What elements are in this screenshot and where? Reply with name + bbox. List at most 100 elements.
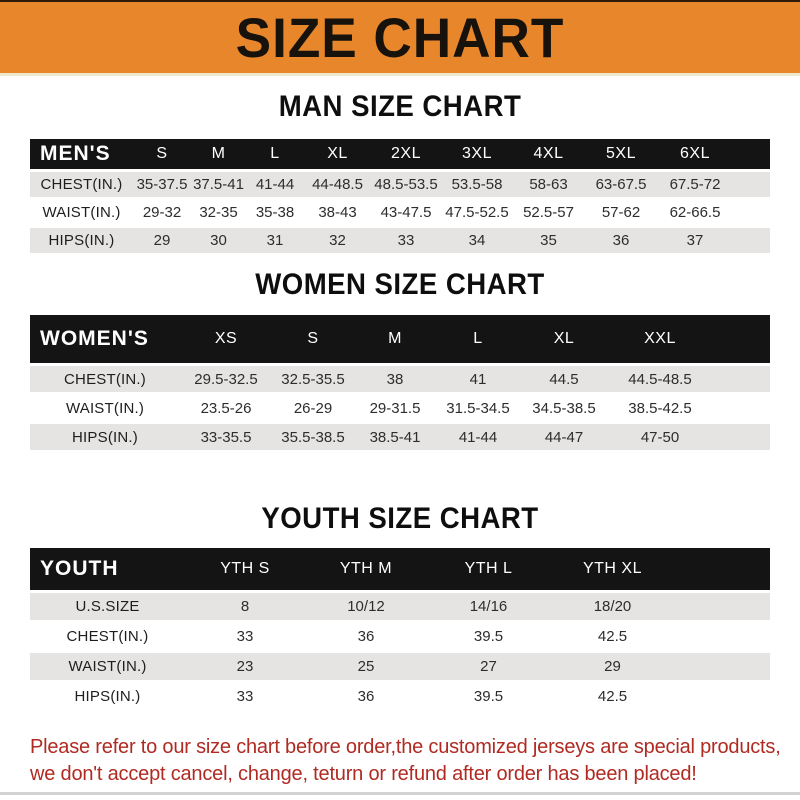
size-value-cell: 32-35 — [199, 204, 238, 221]
footer-note: Please refer to our size chart before or… — [0, 734, 800, 788]
size-value-cell: 34.5-38.5 — [532, 399, 596, 417]
section-title: WOMEN SIZE CHART — [255, 268, 545, 301]
column-header: YTH L — [464, 560, 513, 577]
size-table: WOMEN'S XS S M L XL XXL CHEST(IN.) 29.5-32.5 32.5… — [30, 315, 770, 450]
size-value-cell: 31 — [266, 232, 284, 249]
size-table: MEN'S S M L XL 2XL 3XL 4XL 5XL 6XL CHEST(IN.) 35-37… — [30, 139, 770, 253]
table-row: WAIST(IN.) 23 25 27 29 — [30, 653, 770, 680]
size-value-cell: 33 — [236, 628, 254, 645]
size-value-cell: 39.5 — [473, 628, 504, 645]
column-header: 4XL — [533, 145, 564, 162]
size-value-cell: 34 — [468, 232, 486, 249]
column-header: YTH S — [220, 560, 270, 577]
size-value-cell: 39.5 — [473, 688, 504, 705]
size-value-cell: 42.5 — [597, 628, 628, 645]
section-title: MAN SIZE CHART — [278, 90, 522, 123]
size-value-cell: 44-47 — [544, 428, 584, 446]
size-value-cell: 29-31.5 — [369, 399, 421, 417]
column-header: XXL — [644, 330, 676, 347]
row-label: WAIST(IN.) — [42, 204, 121, 221]
size-value-cell: 38-43 — [318, 204, 357, 221]
column-header: S — [307, 330, 319, 347]
size-value-cell: 43-47.5 — [380, 204, 432, 221]
column-header: S — [156, 145, 168, 162]
size-value-cell: 14/16 — [469, 598, 508, 615]
size-value-cell: 31.5-34.5 — [446, 399, 510, 417]
size-value-cell: 23.5-26 — [200, 399, 252, 417]
size-value-cell: 36 — [357, 628, 375, 645]
size-table: YOUTH YTH S YTH M YTH L YTH XL U.S.SIZE 8 10/12… — [30, 548, 770, 710]
size-value-cell: 33 — [236, 688, 254, 705]
size-value-cell: 36 — [612, 232, 630, 249]
size-value-cell: 47.5-52.5 — [445, 204, 509, 221]
column-header: YTH XL — [582, 560, 642, 577]
size-value-cell: 8 — [240, 598, 250, 615]
table-row: HIPS(IN.) 29 30 31 32 33 34 35 36 37 — [30, 228, 770, 253]
column-header: 3XL — [462, 145, 492, 162]
column-header: XL — [327, 145, 348, 162]
table-row: CHEST(IN.) 29.5-32.5 32.5-35.5 38 41 44.5 44.5… — [30, 366, 770, 392]
section-title: YOUTH SIZE CHART — [261, 502, 539, 535]
size-value-cell: 10/12 — [347, 598, 385, 615]
row-label: HIPS(IN.) — [74, 688, 141, 705]
size-value-cell: 63-67.5 — [595, 176, 647, 193]
size-value-cell: 38.5-41 — [369, 428, 421, 446]
size-value-cell: 29-32 — [142, 204, 182, 221]
footer-line-2: we don't accept cancel, change, teturn o… — [30, 763, 697, 785]
size-value-cell: 57-62 — [601, 204, 641, 221]
size-value-cell: 26-29 — [293, 399, 333, 417]
size-value-cell: 33 — [397, 232, 415, 249]
column-header: XL — [553, 330, 575, 347]
size-value-cell: 53.5-58 — [451, 176, 503, 193]
size-value-cell: 41 — [469, 370, 487, 388]
size-value-cell: 42.5 — [597, 688, 628, 705]
column-header: 5XL — [606, 145, 636, 162]
bottom-divider — [0, 792, 800, 795]
row-label: U.S.SIZE — [75, 598, 140, 615]
size-value-cell: 67.5-72 — [669, 176, 721, 193]
size-value-cell: 30 — [210, 232, 227, 249]
size-value-cell: 52.5-57 — [523, 204, 574, 221]
size-value-cell: 44.5 — [549, 370, 579, 388]
table-header-row: MEN'S S M L XL 2XL 3XL 4XL 5XL 6XL — [30, 139, 770, 169]
size-value-cell: 32.5-35.5 — [281, 370, 345, 388]
size-value-cell: 33-35.5 — [200, 428, 252, 446]
row-label: HIPS(IN.) — [48, 232, 115, 249]
size-value-cell: 41-44 — [458, 428, 498, 446]
size-value-cell: 32 — [329, 232, 346, 249]
section-women: WOMEN SIZE CHART WOMEN'S XS S M L XL XXL CHEST(… — [0, 268, 800, 450]
table-row: HIPS(IN.) 33 36 39.5 42.5 — [30, 683, 770, 710]
size-value-cell: 48.5-53.5 — [374, 176, 438, 193]
size-value-cell: 35-38 — [255, 204, 295, 221]
column-header: XS — [214, 330, 238, 347]
table-row: CHEST(IN.) 35-37.5 37.5-41 41-44 44-48.5 48.5… — [30, 172, 770, 197]
column-header: M — [211, 145, 226, 162]
size-value-cell: 38 — [386, 370, 404, 388]
table-row: WAIST(IN.) 23.5-26 26-29 29-31.5 31.5-34.5 34… — [30, 395, 770, 421]
size-value-cell: 35-37.5 — [136, 176, 188, 193]
row-label: CHEST(IN.) — [66, 628, 149, 645]
size-value-cell: 35.5-38.5 — [281, 428, 345, 446]
size-value-cell: 37 — [686, 232, 704, 249]
size-value-cell: 47-50 — [640, 428, 680, 446]
section-men: MAN SIZE CHART MEN'S S M L XL 2XL 3XL 4XL 5XL 6XL… — [0, 90, 800, 253]
column-header: YTH M — [339, 560, 393, 577]
table-row: U.S.SIZE 8 10/12 14/16 18/20 — [30, 593, 770, 620]
size-value-cell: 38.5-42.5 — [628, 399, 692, 417]
table-row: HIPS(IN.) 33-35.5 35.5-38.5 38.5-41 41-44 44-… — [30, 424, 770, 450]
size-value-cell: 62-66.5 — [669, 204, 721, 221]
size-value-cell: 29 — [153, 232, 171, 249]
size-value-cell: 58-63 — [529, 176, 568, 193]
size-value-cell: 37.5-41 — [193, 176, 244, 193]
column-header: L — [270, 145, 280, 162]
section-youth: YOUTH SIZE CHART YOUTH YTH S YTH M YTH L YTH… — [0, 502, 800, 710]
row-label: CHEST(IN.) — [64, 370, 146, 388]
size-value-cell: 29.5-32.5 — [194, 370, 258, 388]
table-header-row: WOMEN'S XS S M L XL XXL — [30, 315, 770, 363]
table-row: CHEST(IN.) 33 36 39.5 42.5 — [30, 623, 770, 650]
banner-title: SIZE CHART — [235, 5, 565, 69]
row-label: WAIST(IN.) — [65, 399, 145, 417]
table-group-label: YOUTH — [40, 557, 119, 580]
size-value-cell: 44-48.5 — [312, 176, 363, 193]
